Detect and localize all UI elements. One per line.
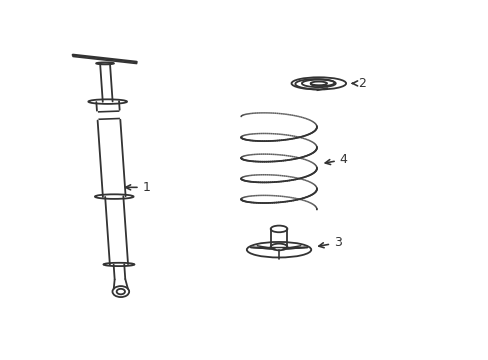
Text: 3: 3 [318,236,341,249]
Text: 1: 1 [125,181,150,194]
Text: 2: 2 [352,77,366,90]
Text: 4: 4 [325,153,347,166]
